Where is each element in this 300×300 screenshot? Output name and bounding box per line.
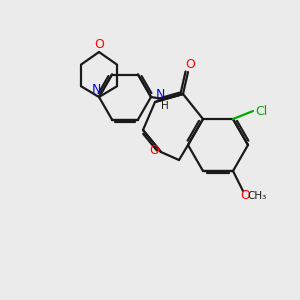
Text: O: O — [94, 38, 104, 50]
Text: N: N — [91, 82, 101, 95]
Text: N: N — [155, 88, 165, 100]
Text: H: H — [161, 101, 169, 111]
Text: Cl: Cl — [255, 104, 267, 118]
Text: O: O — [240, 190, 250, 202]
Text: O: O — [149, 143, 159, 157]
Text: CH₃: CH₃ — [248, 191, 267, 201]
Text: O: O — [185, 58, 195, 70]
